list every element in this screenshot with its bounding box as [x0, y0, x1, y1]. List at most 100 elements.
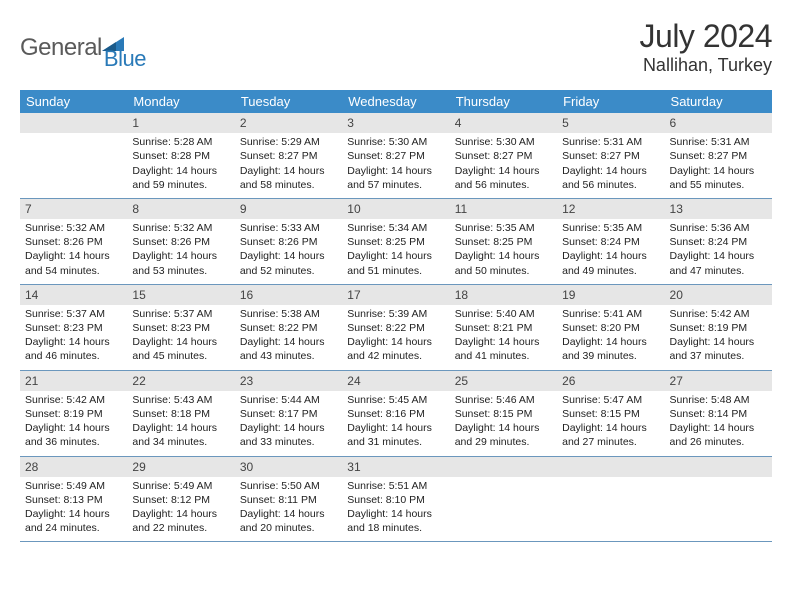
calendar-cell — [557, 456, 664, 542]
day-number: 15 — [127, 285, 234, 305]
calendar-cell: 1Sunrise: 5:28 AMSunset: 8:28 PMDaylight… — [127, 113, 234, 198]
day-number: 4 — [450, 113, 557, 133]
cell-content: Sunrise: 5:49 AMSunset: 8:12 PMDaylight:… — [132, 479, 229, 536]
day-number: 16 — [235, 285, 342, 305]
col-tuesday: Tuesday — [235, 90, 342, 113]
calendar-cell: 8Sunrise: 5:32 AMSunset: 8:26 PMDaylight… — [127, 198, 234, 284]
col-friday: Friday — [557, 90, 664, 113]
calendar-cell: 10Sunrise: 5:34 AMSunset: 8:25 PMDayligh… — [342, 198, 449, 284]
col-monday: Monday — [127, 90, 234, 113]
calendar-cell: 12Sunrise: 5:35 AMSunset: 8:24 PMDayligh… — [557, 198, 664, 284]
calendar-row: 7Sunrise: 5:32 AMSunset: 8:26 PMDaylight… — [20, 198, 772, 284]
calendar-cell — [450, 456, 557, 542]
cell-content: Sunrise: 5:50 AMSunset: 8:11 PMDaylight:… — [240, 479, 337, 536]
cell-content: Sunrise: 5:46 AMSunset: 8:15 PMDaylight:… — [455, 393, 552, 450]
cell-content: Sunrise: 5:32 AMSunset: 8:26 PMDaylight:… — [25, 221, 122, 278]
calendar-cell: 22Sunrise: 5:43 AMSunset: 8:18 PMDayligh… — [127, 370, 234, 456]
day-number: 23 — [235, 371, 342, 391]
brand-logo: General Blue — [20, 18, 146, 72]
calendar-cell: 5Sunrise: 5:31 AMSunset: 8:27 PMDaylight… — [557, 113, 664, 198]
cell-content: Sunrise: 5:43 AMSunset: 8:18 PMDaylight:… — [132, 393, 229, 450]
calendar-table: Sunday Monday Tuesday Wednesday Thursday… — [20, 90, 772, 542]
calendar-cell: 17Sunrise: 5:39 AMSunset: 8:22 PMDayligh… — [342, 284, 449, 370]
day-number: 12 — [557, 199, 664, 219]
day-number: 30 — [235, 457, 342, 477]
day-number: 14 — [20, 285, 127, 305]
calendar-cell: 2Sunrise: 5:29 AMSunset: 8:27 PMDaylight… — [235, 113, 342, 198]
day-number: 5 — [557, 113, 664, 133]
day-number: 7 — [20, 199, 127, 219]
day-number: 20 — [665, 285, 772, 305]
day-number: 22 — [127, 371, 234, 391]
cell-content: Sunrise: 5:30 AMSunset: 8:27 PMDaylight:… — [347, 135, 444, 192]
cell-content: Sunrise: 5:30 AMSunset: 8:27 PMDaylight:… — [455, 135, 552, 192]
calendar-row: 28Sunrise: 5:49 AMSunset: 8:13 PMDayligh… — [20, 456, 772, 542]
cell-content: Sunrise: 5:49 AMSunset: 8:13 PMDaylight:… — [25, 479, 122, 536]
calendar-cell: 24Sunrise: 5:45 AMSunset: 8:16 PMDayligh… — [342, 370, 449, 456]
day-number: 26 — [557, 371, 664, 391]
calendar-cell: 31Sunrise: 5:51 AMSunset: 8:10 PMDayligh… — [342, 456, 449, 542]
location-label: Nallihan, Turkey — [640, 55, 772, 76]
cell-content: Sunrise: 5:37 AMSunset: 8:23 PMDaylight:… — [132, 307, 229, 364]
col-sunday: Sunday — [20, 90, 127, 113]
day-number — [20, 113, 127, 133]
cell-content: Sunrise: 5:42 AMSunset: 8:19 PMDaylight:… — [670, 307, 767, 364]
calendar-cell: 27Sunrise: 5:48 AMSunset: 8:14 PMDayligh… — [665, 370, 772, 456]
cell-content: Sunrise: 5:38 AMSunset: 8:22 PMDaylight:… — [240, 307, 337, 364]
calendar-body: 1Sunrise: 5:28 AMSunset: 8:28 PMDaylight… — [20, 113, 772, 542]
cell-content: Sunrise: 5:39 AMSunset: 8:22 PMDaylight:… — [347, 307, 444, 364]
calendar-cell: 25Sunrise: 5:46 AMSunset: 8:15 PMDayligh… — [450, 370, 557, 456]
calendar-cell: 29Sunrise: 5:49 AMSunset: 8:12 PMDayligh… — [127, 456, 234, 542]
col-saturday: Saturday — [665, 90, 772, 113]
calendar-cell — [665, 456, 772, 542]
day-number — [450, 457, 557, 477]
cell-content: Sunrise: 5:28 AMSunset: 8:28 PMDaylight:… — [132, 135, 229, 192]
calendar-cell: 18Sunrise: 5:40 AMSunset: 8:21 PMDayligh… — [450, 284, 557, 370]
day-number: 21 — [20, 371, 127, 391]
calendar-cell: 9Sunrise: 5:33 AMSunset: 8:26 PMDaylight… — [235, 198, 342, 284]
cell-content: Sunrise: 5:35 AMSunset: 8:25 PMDaylight:… — [455, 221, 552, 278]
calendar-cell: 11Sunrise: 5:35 AMSunset: 8:25 PMDayligh… — [450, 198, 557, 284]
day-number: 25 — [450, 371, 557, 391]
calendar-row: 1Sunrise: 5:28 AMSunset: 8:28 PMDaylight… — [20, 113, 772, 198]
calendar-cell: 30Sunrise: 5:50 AMSunset: 8:11 PMDayligh… — [235, 456, 342, 542]
calendar-cell: 28Sunrise: 5:49 AMSunset: 8:13 PMDayligh… — [20, 456, 127, 542]
day-number: 31 — [342, 457, 449, 477]
calendar-cell: 14Sunrise: 5:37 AMSunset: 8:23 PMDayligh… — [20, 284, 127, 370]
cell-content: Sunrise: 5:31 AMSunset: 8:27 PMDaylight:… — [670, 135, 767, 192]
title-block: July 2024 Nallihan, Turkey — [640, 18, 772, 76]
cell-content: Sunrise: 5:36 AMSunset: 8:24 PMDaylight:… — [670, 221, 767, 278]
calendar-cell: 15Sunrise: 5:37 AMSunset: 8:23 PMDayligh… — [127, 284, 234, 370]
calendar-cell: 19Sunrise: 5:41 AMSunset: 8:20 PMDayligh… — [557, 284, 664, 370]
cell-content: Sunrise: 5:34 AMSunset: 8:25 PMDaylight:… — [347, 221, 444, 278]
day-number: 18 — [450, 285, 557, 305]
day-number: 3 — [342, 113, 449, 133]
col-thursday: Thursday — [450, 90, 557, 113]
day-number: 9 — [235, 199, 342, 219]
page-header: General Blue July 2024 Nallihan, Turkey — [20, 18, 772, 76]
cell-content: Sunrise: 5:29 AMSunset: 8:27 PMDaylight:… — [240, 135, 337, 192]
day-number: 27 — [665, 371, 772, 391]
cell-content: Sunrise: 5:51 AMSunset: 8:10 PMDaylight:… — [347, 479, 444, 536]
day-number: 10 — [342, 199, 449, 219]
cell-content: Sunrise: 5:42 AMSunset: 8:19 PMDaylight:… — [25, 393, 122, 450]
cell-content: Sunrise: 5:45 AMSunset: 8:16 PMDaylight:… — [347, 393, 444, 450]
calendar-cell: 6Sunrise: 5:31 AMSunset: 8:27 PMDaylight… — [665, 113, 772, 198]
calendar-cell: 4Sunrise: 5:30 AMSunset: 8:27 PMDaylight… — [450, 113, 557, 198]
col-wednesday: Wednesday — [342, 90, 449, 113]
cell-content: Sunrise: 5:41 AMSunset: 8:20 PMDaylight:… — [562, 307, 659, 364]
cell-content: Sunrise: 5:33 AMSunset: 8:26 PMDaylight:… — [240, 221, 337, 278]
calendar-cell — [20, 113, 127, 198]
calendar-cell: 7Sunrise: 5:32 AMSunset: 8:26 PMDaylight… — [20, 198, 127, 284]
day-number: 2 — [235, 113, 342, 133]
cell-content: Sunrise: 5:40 AMSunset: 8:21 PMDaylight:… — [455, 307, 552, 364]
calendar-cell: 16Sunrise: 5:38 AMSunset: 8:22 PMDayligh… — [235, 284, 342, 370]
day-number: 29 — [127, 457, 234, 477]
calendar-row: 21Sunrise: 5:42 AMSunset: 8:19 PMDayligh… — [20, 370, 772, 456]
calendar-cell: 3Sunrise: 5:30 AMSunset: 8:27 PMDaylight… — [342, 113, 449, 198]
day-number — [665, 457, 772, 477]
calendar-cell: 13Sunrise: 5:36 AMSunset: 8:24 PMDayligh… — [665, 198, 772, 284]
day-number: 6 — [665, 113, 772, 133]
cell-content: Sunrise: 5:31 AMSunset: 8:27 PMDaylight:… — [562, 135, 659, 192]
calendar-cell: 21Sunrise: 5:42 AMSunset: 8:19 PMDayligh… — [20, 370, 127, 456]
